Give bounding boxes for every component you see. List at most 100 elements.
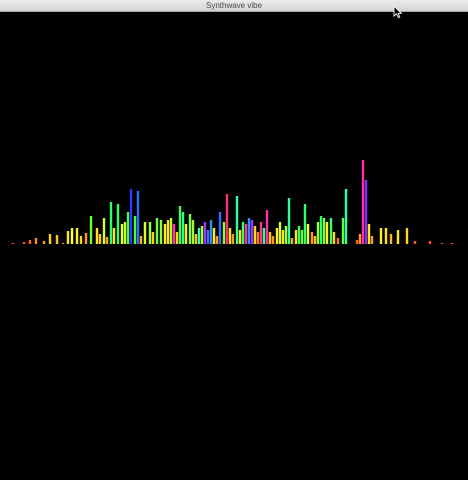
spectrum-bar bbox=[253, 226, 257, 244]
spectrum-bar bbox=[355, 240, 359, 244]
spectrum-bar bbox=[290, 238, 294, 244]
spectrum-bar bbox=[209, 220, 213, 244]
spectrum-visualizer bbox=[11, 160, 454, 244]
spectrum-bar bbox=[364, 180, 368, 244]
spectrum-bar bbox=[133, 216, 137, 244]
spectrum-bar bbox=[332, 232, 336, 244]
spectrum-bar bbox=[275, 228, 279, 244]
spectrum-bar bbox=[325, 222, 329, 244]
spectrum-bar bbox=[143, 222, 147, 244]
spectrum-bar bbox=[259, 222, 263, 244]
spectrum-bar bbox=[300, 230, 304, 244]
title-bar[interactable]: Synthwave vibe bbox=[0, 0, 468, 12]
spectrum-bar bbox=[129, 189, 133, 244]
spectrum-bar bbox=[159, 220, 163, 244]
spectrum-bar bbox=[175, 232, 179, 244]
spectrum-bar bbox=[294, 230, 298, 244]
spectrum-bar bbox=[42, 241, 46, 244]
spectrum-bar bbox=[231, 234, 235, 244]
spectrum-bar bbox=[367, 224, 371, 244]
spectrum-bar bbox=[319, 216, 323, 244]
spectrum-bar bbox=[389, 234, 393, 244]
spectrum-bar bbox=[75, 228, 79, 244]
spectrum-bar bbox=[235, 196, 239, 244]
spectrum-bar bbox=[405, 228, 409, 244]
spectrum-bar bbox=[268, 232, 272, 244]
spectrum-bar bbox=[238, 230, 242, 244]
spectrum-bar bbox=[287, 198, 291, 244]
spectrum-bar bbox=[225, 194, 229, 244]
visualizer-canvas bbox=[0, 12, 468, 480]
spectrum-bar bbox=[95, 228, 99, 244]
spectrum-bar bbox=[126, 212, 130, 244]
spectrum-bar bbox=[203, 222, 207, 244]
spectrum-bar bbox=[450, 243, 454, 244]
spectrum-bar bbox=[181, 212, 185, 244]
spectrum-bar bbox=[341, 218, 345, 244]
spectrum-bar bbox=[247, 218, 251, 244]
spectrum-bar bbox=[109, 202, 113, 244]
spectrum-bar bbox=[262, 228, 266, 244]
spectrum-bar bbox=[384, 228, 388, 244]
spectrum-bar bbox=[228, 228, 232, 244]
spectrum-bar bbox=[278, 222, 282, 244]
spectrum-bar bbox=[155, 218, 159, 244]
spectrum-bar bbox=[379, 228, 383, 244]
spectrum-bar bbox=[440, 243, 444, 244]
spectrum-bar bbox=[244, 224, 248, 244]
spectrum-bar bbox=[396, 230, 400, 244]
spectrum-bar bbox=[55, 235, 59, 244]
spectrum-bar bbox=[151, 232, 155, 244]
arrow-cursor-icon bbox=[393, 5, 403, 19]
spectrum-bar bbox=[256, 232, 260, 244]
spectrum-bar bbox=[206, 230, 210, 244]
spectrum-bar bbox=[120, 224, 124, 244]
spectrum-bar bbox=[284, 226, 288, 244]
spectrum-bar bbox=[102, 218, 106, 244]
spectrum-bar bbox=[250, 220, 254, 244]
spectrum-bar bbox=[413, 241, 417, 244]
spectrum-bar bbox=[148, 222, 152, 244]
spectrum-bar bbox=[139, 236, 143, 244]
spectrum-bar bbox=[361, 160, 365, 244]
spectrum-bar bbox=[303, 204, 307, 244]
spectrum-bar bbox=[344, 189, 348, 244]
spectrum-bar bbox=[184, 224, 188, 244]
spectrum-bar bbox=[191, 220, 195, 244]
spectrum-bar bbox=[70, 228, 74, 244]
spectrum-bar bbox=[265, 210, 269, 244]
spectrum-bar bbox=[215, 236, 219, 244]
spectrum-bar bbox=[194, 234, 198, 244]
spectrum-bar bbox=[79, 236, 83, 244]
spectrum-bar bbox=[316, 222, 320, 244]
spectrum-bar bbox=[310, 232, 314, 244]
spectrum-bar bbox=[66, 231, 70, 244]
spectrum-bar bbox=[358, 234, 362, 244]
spectrum-bar bbox=[28, 240, 32, 244]
spectrum-bar bbox=[169, 218, 173, 244]
window-title: Synthwave vibe bbox=[205, 1, 263, 10]
spectrum-bar bbox=[212, 228, 216, 244]
spectrum-bar bbox=[163, 224, 167, 244]
spectrum-bar bbox=[197, 228, 201, 244]
spectrum-bar bbox=[281, 230, 285, 244]
spectrum-bar bbox=[105, 237, 109, 244]
spectrum-bar bbox=[11, 243, 15, 244]
spectrum-bar bbox=[370, 236, 374, 244]
spectrum-bar bbox=[306, 224, 310, 244]
spectrum-bar bbox=[48, 234, 52, 244]
spectrum-bar bbox=[112, 228, 116, 244]
spectrum-bar bbox=[297, 226, 301, 244]
spectrum-bar bbox=[172, 224, 176, 244]
spectrum-bar bbox=[178, 206, 182, 244]
spectrum-bar bbox=[116, 204, 120, 244]
spectrum-bar bbox=[313, 236, 317, 244]
spectrum-bar bbox=[61, 243, 65, 244]
spectrum-bar bbox=[166, 220, 170, 244]
spectrum-bar bbox=[271, 236, 275, 244]
spectrum-bar bbox=[200, 226, 204, 244]
spectrum-bar bbox=[98, 234, 102, 244]
spectrum-bar bbox=[188, 214, 192, 244]
spectrum-bar bbox=[218, 212, 222, 244]
